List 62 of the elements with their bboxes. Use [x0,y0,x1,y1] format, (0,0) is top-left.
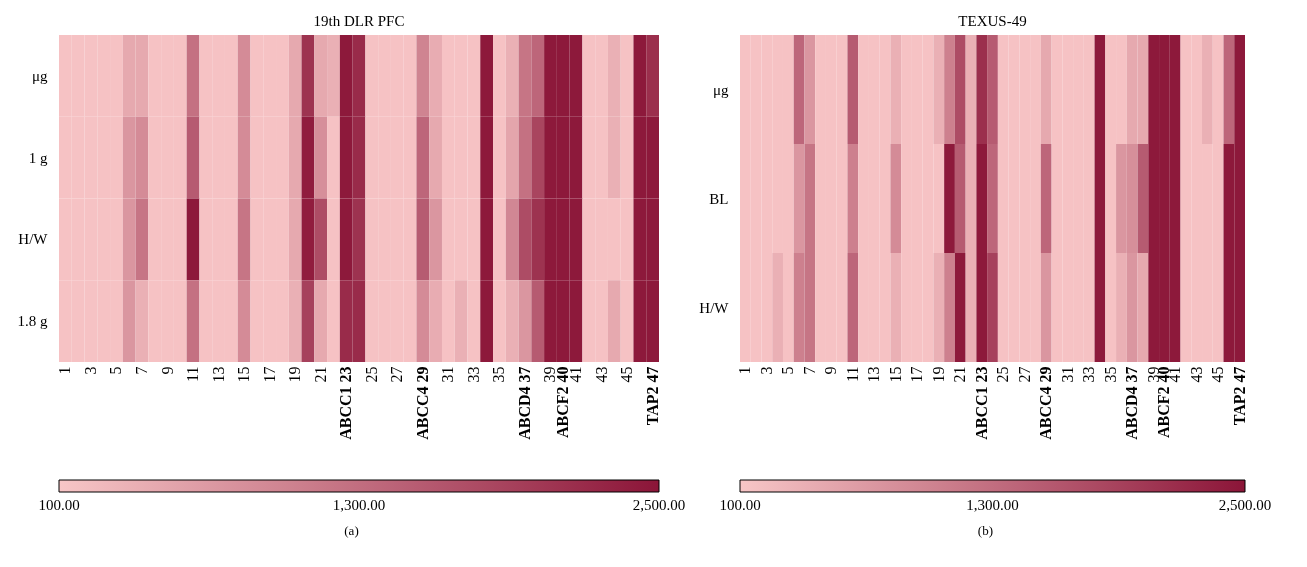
color-bar-label: 2,500.00 [1218,497,1272,513]
x-tick-label: ABCC1 23 [337,366,355,440]
x-tick-label: ABCC1 23 [972,366,990,440]
y-tick-label: 1 g [28,149,48,166]
color-bar-label: 1,300.00 [966,497,1019,513]
chart-title: 19th DLR PFC [313,13,405,29]
y-tick-label: 1.8 g [17,313,48,330]
x-tick-label: 43 [1187,366,1205,383]
x-tick-label: 45 [618,366,636,383]
x-tick-label: 9 [158,366,176,375]
x-tick-label: 19 [929,366,947,383]
x-tick-label: 5 [107,366,125,375]
x-tick-label: 7 [800,366,818,375]
x-tick-label: 41 [567,366,585,383]
x-tick-label: ABCD4 37 [1123,366,1141,440]
x-tick-label: 21 [311,366,329,383]
x-tick-label: 31 [439,366,457,383]
x-tick-label: 35 [490,366,508,383]
x-tick-label: 31 [1058,366,1076,383]
x-tick-label: 25 [362,366,380,383]
x-tick-label: ABCD4 37 [515,366,533,440]
x-tick-label: 15 [886,366,904,383]
x-tick-label: ABCC4 29 [413,366,431,440]
text: (a) [344,523,359,538]
color-bar-label: 2,500.00 [632,497,686,513]
x-tick-label: 1 [736,366,754,375]
x-tick-label: 25 [994,366,1012,383]
x-tick-label: 45 [1209,366,1227,383]
x-tick-label: 15 [235,366,253,383]
x-tick-label: 43 [592,366,610,383]
x-tick-label: 7 [132,366,150,375]
x-tick-label: 17 [260,366,278,383]
x-tick-label: 33 [1080,366,1098,383]
y-tick-label: H/W [18,231,49,248]
x-tick-label: 21 [951,366,969,383]
x-tick-label: TAP2 47 [1230,366,1248,426]
y-tick-label: μg [31,67,48,84]
color-bar-label: 100.00 [38,497,80,513]
x-tick-label: 33 [464,366,482,383]
x-tick-label: 11 [843,366,861,382]
x-tick-label: 1 [56,366,74,375]
x-tick-label: 35 [1101,366,1119,383]
x-tick-label: 19 [286,366,304,383]
x-tick-label: 27 [388,366,406,383]
x-tick-label: 27 [1015,366,1033,383]
y-tick-label: μg [712,81,729,98]
x-tick-label: 9 [822,366,840,375]
x-tick-label: 13 [209,366,227,383]
y-tick-label: BL [709,190,729,207]
color-bar-label: 1,300.00 [332,497,386,513]
x-tick-label: 3 [757,366,775,375]
x-tick-label: 5 [779,366,797,375]
y-tick-label: H/W [699,299,730,316]
color-bar-label: 100.00 [719,497,761,513]
x-tick-label: 3 [81,366,99,375]
x-tick-label: 17 [908,366,926,383]
x-tick-label: ABCC4 29 [1037,366,1055,440]
x-tick-label: 13 [865,366,883,383]
x-tick-label: TAP2 47 [643,366,661,426]
chart-title: TEXUS-49 [958,13,1027,29]
x-tick-label: 11 [184,366,202,382]
text: (b) [977,523,994,538]
